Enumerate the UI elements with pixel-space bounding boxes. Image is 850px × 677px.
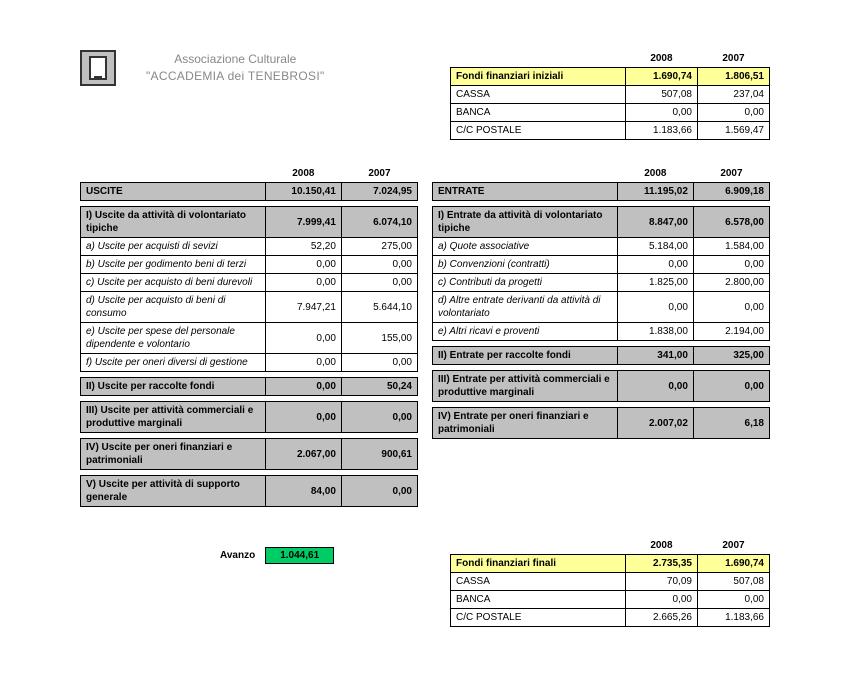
title-line2: "ACCADEMIA dei TENEBROSI" (146, 68, 325, 85)
ff-postale: C/C POSTALE (451, 609, 626, 627)
fondi-finali-table: 20082007 Fondi finanziari finali2.735,35… (450, 537, 770, 627)
uscite-column: 20082007 USCITE10.150,417.024,95 I) Usci… (80, 165, 418, 507)
uscite-title: USCITE (81, 183, 266, 201)
uscite-tot-y1: 10.150,41 (265, 183, 341, 201)
logo-title: Associazione Culturale "ACCADEMIA dei TE… (80, 50, 325, 86)
e-g1: I) Entrate da attività di volontariato t… (433, 207, 618, 238)
fondi-iniziali-label: Fondi finanziari iniziali (451, 68, 626, 86)
u-g3: III) Uscite per attività commerciali e p… (81, 402, 266, 433)
avanzo-box: Avanzo 1.044,61 (220, 547, 334, 564)
entrate-tot-y1: 11.195,02 (617, 183, 693, 201)
fi-postale: C/C POSTALE (451, 122, 626, 140)
entrate-tot-y2: 6.909,18 (693, 183, 769, 201)
year-2008: 2008 (625, 50, 697, 68)
entrate-title: ENTRATE (433, 183, 618, 201)
u-g4: IV) Uscite per oneri finanziari e patrim… (81, 439, 266, 470)
e-g3: III) Entrate per attività commerciali e … (433, 371, 618, 402)
entrate-column: 20082007 ENTRATE11.195,026.909,18 I) Ent… (432, 165, 770, 507)
ff-banca: BANCA (451, 591, 626, 609)
ff-cassa: CASSA (451, 573, 626, 591)
fondi-iniziali-y1: 1.690,74 (625, 68, 697, 86)
bottom-section: Avanzo 1.044,61 20082007 Fondi finanziar… (80, 537, 770, 627)
fondi-iniziali-table: 20082007 Fondi finanziari iniziali1.690,… (450, 50, 770, 140)
fondi-finali-label: Fondi finanziari finali (451, 555, 626, 573)
top-section: Associazione Culturale "ACCADEMIA dei TE… (80, 50, 770, 140)
fondi-iniziali-y2: 1.806,51 (697, 68, 769, 86)
e-g2: II) Entrate per raccolte fondi (433, 347, 618, 365)
u-g5: V) Uscite per attività di supporto gener… (81, 476, 266, 507)
uscite-tot-y2: 7.024,95 (341, 183, 417, 201)
avanzo-label: Avanzo (220, 550, 255, 561)
u-g2: II) Uscite per raccolte fondi (81, 378, 266, 396)
avanzo-value: 1.044,61 (265, 547, 334, 564)
logo-icon (80, 50, 116, 86)
title-line1: Associazione Culturale (146, 51, 325, 68)
main-section: 20082007 USCITE10.150,417.024,95 I) Usci… (80, 165, 770, 507)
u-g1: I) Uscite da attività di volontariato ti… (81, 207, 266, 238)
fi-cassa: CASSA (451, 86, 626, 104)
e-g4: IV) Entrate per oneri finanziari e patri… (433, 408, 618, 439)
fi-banca: BANCA (451, 104, 626, 122)
year-2007: 2007 (697, 50, 769, 68)
title-block: Associazione Culturale "ACCADEMIA dei TE… (146, 51, 325, 85)
